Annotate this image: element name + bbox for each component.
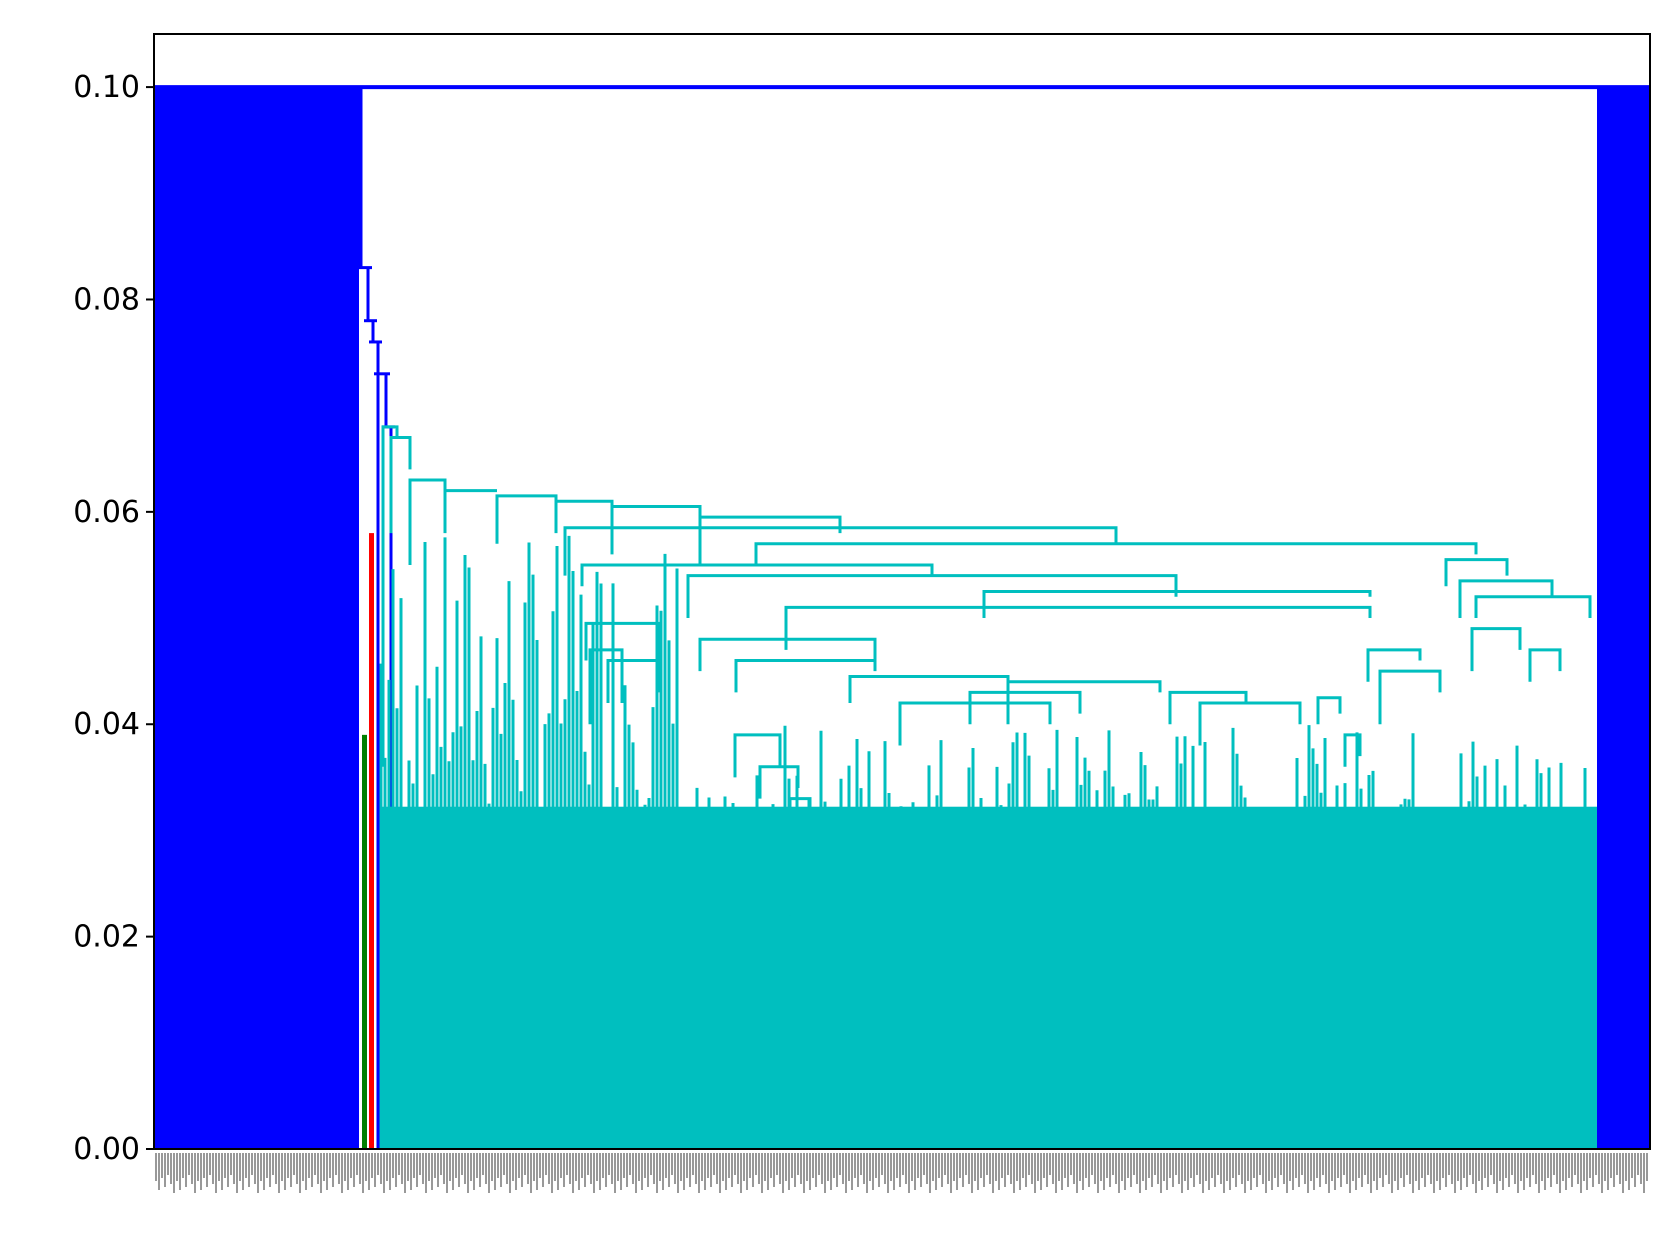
y-tick-label: 0.10 — [73, 70, 140, 105]
cyan-merge-link — [389, 436, 412, 534]
cyan-merge-link — [1168, 690, 1248, 725]
cyan-merge-link — [758, 765, 800, 799]
cyan-merge-link — [584, 621, 662, 672]
plot-area — [154, 85, 1650, 1150]
x-axis-leaf-labels — [155, 1153, 1648, 1193]
cyan-merge-link — [1470, 627, 1522, 672]
cyan-merge-link — [982, 590, 1372, 619]
cyan-merge-link — [968, 690, 1082, 725]
cyan-merge-link — [1458, 579, 1554, 619]
y-axis: 0.00 0.02 0.04 0.06 0.08 0.10 — [73, 70, 154, 1167]
cyan-merge-link — [1378, 669, 1442, 725]
cyan-merge-link — [381, 425, 399, 767]
y-tick-label: 0.06 — [73, 495, 140, 530]
cyan-merge-link — [1316, 696, 1342, 725]
y-tick-label: 0.00 — [73, 1132, 140, 1167]
green-cluster — [362, 734, 367, 1149]
cyan-merge-link — [1343, 733, 1362, 767]
cyan-merge-link — [848, 674, 1010, 703]
cyan-merge-link — [610, 505, 702, 555]
cyan-merge-link — [495, 494, 558, 544]
cyan-merge-link — [686, 574, 1178, 619]
y-tick-label: 0.04 — [73, 707, 140, 742]
cyan-merge-link — [443, 489, 497, 534]
cyan-merge-link — [784, 605, 1372, 650]
cyan-merge-link — [754, 542, 1478, 565]
cyan-merge-link — [698, 515, 842, 565]
cyan-merge-link — [1198, 701, 1302, 746]
red-cluster — [369, 533, 374, 1149]
cyan-merge-link — [898, 701, 1052, 746]
y-tick-label: 0.08 — [73, 282, 140, 317]
cyan-merge-link — [1474, 595, 1592, 619]
cyan-merge-link — [733, 733, 782, 778]
plot-frame — [153, 33, 1651, 1150]
cyan-merge-link — [563, 526, 1118, 576]
cyan-merge-link — [1328, 919, 1352, 969]
cyan-merge-link — [788, 797, 812, 916]
cyan-merge-link — [1444, 558, 1509, 587]
cyan-merge-link — [408, 478, 447, 565]
cyan-merge-link — [734, 659, 877, 693]
cyan-merge-link — [606, 659, 660, 703]
cyan-merge-link — [1528, 648, 1562, 682]
blue-leaf-block-right — [1597, 87, 1650, 1150]
cyan-merge-link — [588, 648, 624, 725]
cyan-merge-link — [1366, 648, 1422, 682]
y-tick-label: 0.02 — [73, 920, 140, 955]
blue-leaf-block-left — [154, 87, 359, 1150]
cyan-merge-link — [580, 563, 934, 587]
cyan-merge-link — [698, 637, 877, 672]
